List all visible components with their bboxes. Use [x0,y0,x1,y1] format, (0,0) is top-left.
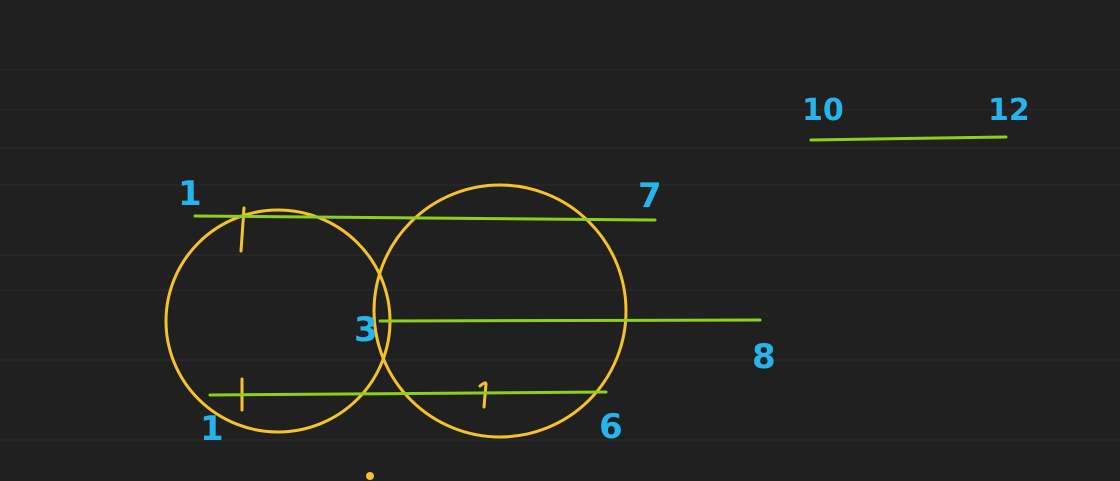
segment-1-7 [193,214,657,222]
segment-3-8 [378,318,762,323]
label-10: 10 [802,93,844,128]
label-12: 12 [988,93,1030,128]
tick-mark-bottom-middle [478,381,488,409]
label-8: 8 [752,337,776,377]
right-circle [372,183,628,439]
label-7: 7 [638,176,662,216]
label-3: 3 [354,310,378,350]
label-6: 6 [599,407,623,447]
segment-1-6 [208,390,608,397]
pointer-dot [366,472,374,480]
segments [193,135,1008,397]
segment-10-12 [809,135,1008,142]
label-1-bottom: 1 [200,409,224,449]
point-labels: 1 7 3 8 1 6 10 12 [178,93,1030,449]
label-1-top: 1 [178,174,202,214]
